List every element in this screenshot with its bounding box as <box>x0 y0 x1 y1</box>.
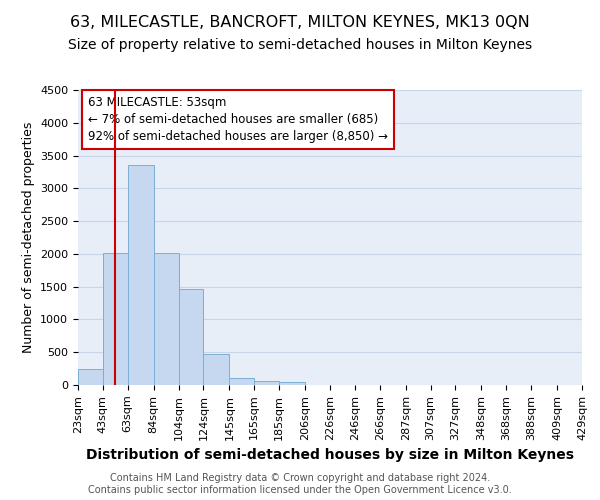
Bar <box>154 253 179 385</box>
Text: 63, MILECASTLE, BANCROFT, MILTON KEYNES, MK13 0QN: 63, MILECASTLE, BANCROFT, MILTON KEYNES,… <box>70 15 530 30</box>
Bar <box>179 290 203 385</box>
Bar <box>103 252 128 385</box>
Text: Contains HM Land Registry data © Crown copyright and database right 2024.
Contai: Contains HM Land Registry data © Crown c… <box>88 474 512 495</box>
Bar <box>229 378 254 385</box>
Bar <box>203 354 229 385</box>
X-axis label: Distribution of semi-detached houses by size in Milton Keynes: Distribution of semi-detached houses by … <box>86 448 574 462</box>
Text: Size of property relative to semi-detached houses in Milton Keynes: Size of property relative to semi-detach… <box>68 38 532 52</box>
Text: 63 MILECASTLE: 53sqm
← 7% of semi-detached houses are smaller (685)
92% of semi-: 63 MILECASTLE: 53sqm ← 7% of semi-detach… <box>88 96 388 143</box>
Bar <box>128 164 154 385</box>
Bar <box>279 382 305 385</box>
Y-axis label: Number of semi-detached properties: Number of semi-detached properties <box>22 122 35 353</box>
Bar <box>78 368 103 385</box>
Bar <box>254 382 279 385</box>
